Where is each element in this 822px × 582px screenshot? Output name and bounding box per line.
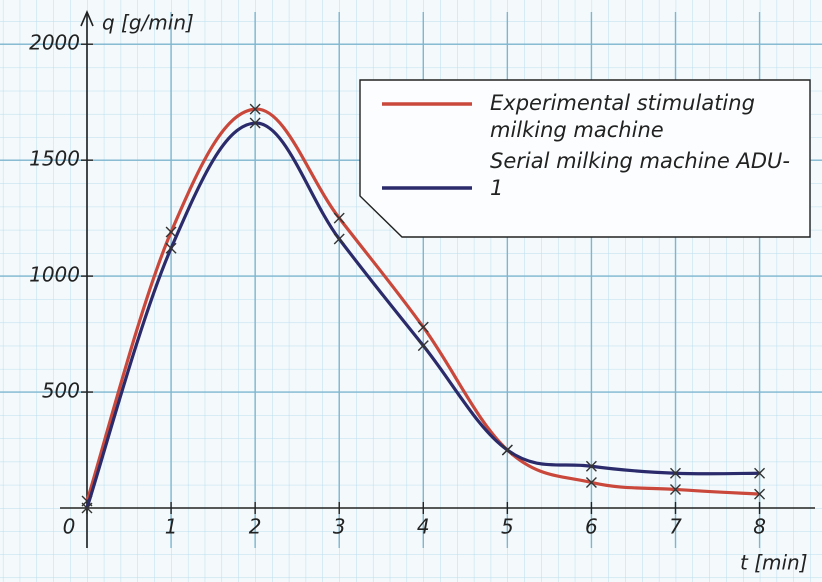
point-marker <box>754 467 766 479</box>
y-axis-arrow <box>80 9 94 27</box>
x-tick-label: 6 <box>585 515 598 539</box>
point-marker <box>501 444 513 456</box>
point-marker <box>249 117 261 129</box>
y-tick-label: 1000 <box>29 263 80 287</box>
point-marker <box>417 340 429 352</box>
point-marker <box>333 212 345 224</box>
x-tick-label: 2 <box>249 515 262 539</box>
legend: Experimental stimulating milking machine… <box>360 80 810 237</box>
point-marker <box>333 233 345 245</box>
x-tick-label: 0 <box>63 515 76 539</box>
x-tick-label: 4 <box>417 515 430 539</box>
y-tick-label: 2000 <box>29 31 80 55</box>
y-axis-label: q [g/min] <box>102 11 194 35</box>
point-marker <box>585 476 597 488</box>
y-tick-label: 1500 <box>29 147 80 171</box>
point-marker <box>165 242 177 254</box>
point-marker <box>81 502 93 514</box>
x-tick-label: 3 <box>333 515 346 539</box>
legend-label: Experimental stimulating milking machine <box>490 91 755 142</box>
x-axis-label: t [min] <box>740 551 808 575</box>
point-marker <box>754 488 766 500</box>
point-marker <box>249 103 261 115</box>
point-marker <box>669 467 681 479</box>
point-marker <box>165 226 177 238</box>
legend-box <box>359 79 811 238</box>
point-marker <box>417 321 429 333</box>
point-marker <box>669 483 681 495</box>
x-tick-label: 5 <box>501 515 514 539</box>
x-tick-label: 1 <box>165 515 178 539</box>
legend-label: Serial milking machine ADU-1 <box>490 149 790 200</box>
point-marker <box>585 460 597 472</box>
x-tick-label: 7 <box>669 515 682 539</box>
x-tick-label: 8 <box>753 515 766 539</box>
y-tick-label: 500 <box>42 379 80 403</box>
